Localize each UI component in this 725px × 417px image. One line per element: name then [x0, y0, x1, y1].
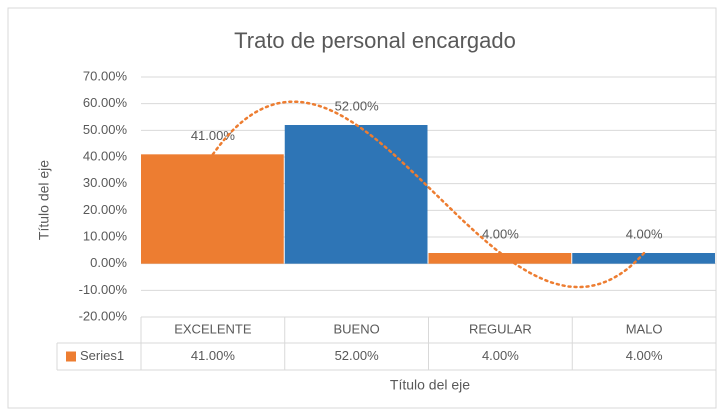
data-label: 4.00% — [626, 226, 663, 241]
y-tick-label: 60.00% — [83, 95, 128, 110]
y-tick-label: 30.00% — [83, 175, 128, 190]
trendline — [211, 100, 646, 289]
table-value: 4.00% — [626, 348, 663, 363]
y-tick-label: 0.00% — [90, 255, 127, 270]
y-tick-label: 50.00% — [83, 122, 128, 137]
y-tick-label: -20.00% — [79, 308, 128, 323]
y-tick-label: 10.00% — [83, 228, 128, 243]
table-value: 52.00% — [335, 348, 380, 363]
bar — [572, 253, 715, 264]
x-tick-label: REGULAR — [469, 321, 532, 336]
y-tick-label: 40.00% — [83, 148, 128, 163]
legend-label: Series1 — [80, 348, 124, 363]
y-tick-label: 70.00% — [83, 68, 128, 83]
y-tick-label: -10.00% — [79, 282, 128, 297]
bar — [141, 154, 284, 264]
x-tick-label: BUENO — [334, 321, 380, 336]
x-tick-label: MALO — [626, 321, 663, 336]
x-tick-label: EXCELENTE — [174, 321, 252, 336]
table-value: 4.00% — [482, 348, 519, 363]
chart-title: Trato de personal encargado — [234, 28, 516, 53]
data-label: 52.00% — [335, 98, 380, 113]
table-value: 41.00% — [191, 348, 236, 363]
y-axis-title: Título del eje — [36, 160, 52, 240]
bar — [284, 125, 428, 264]
data-label: 4.00% — [482, 226, 519, 241]
x-axis-title: Título del eje — [390, 377, 470, 393]
legend-key — [66, 351, 76, 362]
bar — [428, 253, 572, 264]
y-tick-label: 20.00% — [83, 202, 128, 217]
